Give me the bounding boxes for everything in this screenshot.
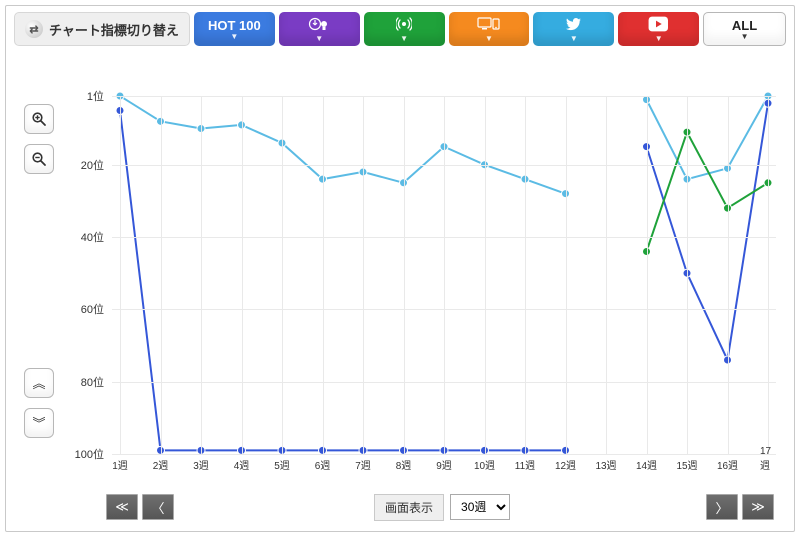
x-axis-label: 9週 <box>436 457 452 472</box>
range-select[interactable]: 30週 <box>450 494 510 520</box>
x-gridline <box>161 96 162 454</box>
zoom-in-icon <box>31 111 47 127</box>
x-gridline <box>120 96 121 454</box>
tab-hot100-label: HOT 100 <box>208 18 261 33</box>
caret-down-icon: ▼ <box>741 34 749 40</box>
next-page-icon: 〉 <box>716 498 729 517</box>
x-axis-label: 2週 <box>153 457 169 472</box>
zoom-out-icon <box>31 151 47 167</box>
x-gridline <box>728 96 729 454</box>
y-axis-label: 20位 <box>74 157 108 173</box>
y-axis-label: 1位 <box>74 88 108 104</box>
caret-down-icon: ▼ <box>230 34 238 40</box>
scroll-down-icon: ︾ <box>32 419 45 428</box>
swap-icon: ⇄ <box>25 20 43 38</box>
youtube-icon <box>648 16 669 35</box>
zoom-in-button[interactable] <box>24 104 54 134</box>
x-gridline <box>242 96 243 454</box>
x-axis-label: 14週 <box>636 457 657 472</box>
caret-down-icon: ▼ <box>400 36 408 42</box>
display-label: 画面表示 <box>374 494 444 521</box>
x-axis-label: 1週 <box>112 457 128 472</box>
next-page-button[interactable]: 〉 <box>706 494 738 520</box>
scroll-up-button[interactable]: ︽ <box>24 368 54 398</box>
metric-switcher-label: チャート指標切り替え <box>49 20 179 39</box>
scroll-up-icon: ︽ <box>32 379 45 388</box>
tab-youtube[interactable]: ▼ <box>618 12 699 46</box>
tab-twitter[interactable]: ▼ <box>533 12 614 46</box>
caret-down-icon: ▼ <box>655 36 663 42</box>
twitter-icon <box>566 16 582 35</box>
x-gridline <box>647 96 648 454</box>
tab-all[interactable]: ALL▼ <box>703 12 786 46</box>
x-gridline <box>606 96 607 454</box>
y-gridline <box>112 454 776 455</box>
x-gridline <box>404 96 405 454</box>
x-axis-label: 7週 <box>355 457 371 472</box>
caret-down-icon: ▼ <box>485 36 493 42</box>
first-page-icon: ≪ <box>115 499 129 515</box>
chart-pagination-bar: ≪ 〈 画面表示 30週 〉 ≫ <box>76 493 778 521</box>
x-axis-label: 13週 <box>595 457 616 472</box>
x-axis-label: 8週 <box>396 457 412 472</box>
y-axis-label: 100位 <box>74 446 108 462</box>
x-axis-label: 17週 <box>760 446 776 472</box>
x-gridline <box>201 96 202 454</box>
x-gridline <box>525 96 526 454</box>
tab-stream[interactable]: ▼ <box>364 12 445 46</box>
download-icon <box>307 16 331 35</box>
caret-down-icon: ▼ <box>315 36 323 42</box>
x-axis-label: 5週 <box>274 457 290 472</box>
chart-plot <box>112 96 776 454</box>
y-axis-label: 80位 <box>74 374 108 390</box>
prev-page-icon: 〈 <box>151 498 164 517</box>
x-gridline <box>363 96 364 454</box>
y-axis-label: 60位 <box>74 301 108 317</box>
metric-switcher[interactable]: ⇄ チャート指標切り替え <box>14 12 190 46</box>
x-axis-label: 12週 <box>555 457 576 472</box>
x-axis-label: 11週 <box>515 457 535 472</box>
chart-area: 1位 20位 40位 60位 80位 100位 1週 2週 3週 4週 5週 6週 7週 8週 9週 10週 1… <box>74 64 784 484</box>
chart-tab-bar: ⇄ チャート指標切り替え HOT 100▼▼▼▼▼▼ALL▼ <box>6 6 794 52</box>
scroll-down-button[interactable]: ︾ <box>24 408 54 438</box>
prev-page-button[interactable]: 〈 <box>142 494 174 520</box>
x-axis-label: 10週 <box>474 457 495 472</box>
devices-icon <box>477 16 501 35</box>
x-gridline <box>444 96 445 454</box>
series-line-green <box>647 132 769 251</box>
tab-lookup[interactable]: ▼ <box>449 12 530 46</box>
y-axis-label: 40位 <box>74 229 108 245</box>
x-gridline <box>566 96 567 454</box>
first-page-button[interactable]: ≪ <box>106 494 138 520</box>
tab-all-label: ALL <box>732 18 757 33</box>
x-axis-label: 3週 <box>193 457 209 472</box>
x-axis-label: 16週 <box>717 457 738 472</box>
x-axis-label: 4週 <box>234 457 250 472</box>
x-gridline <box>687 96 688 454</box>
x-gridline <box>768 96 769 454</box>
x-gridline <box>485 96 486 454</box>
tab-hot100[interactable]: HOT 100▼ <box>194 12 275 46</box>
tab-download[interactable]: ▼ <box>279 12 360 46</box>
zoom-out-button[interactable] <box>24 144 54 174</box>
last-page-icon: ≫ <box>751 499 765 515</box>
last-page-button[interactable]: ≫ <box>742 494 774 520</box>
caret-down-icon: ▼ <box>570 36 578 42</box>
chart-frame: ⇄ チャート指標切り替え HOT 100▼▼▼▼▼▼ALL▼ ︽ ︾ 1位20位… <box>5 5 795 532</box>
x-gridline <box>323 96 324 454</box>
antenna-icon <box>396 16 412 35</box>
x-axis-label: 6週 <box>315 457 331 472</box>
x-gridline <box>282 96 283 454</box>
x-axis-label: 15週 <box>676 457 697 472</box>
